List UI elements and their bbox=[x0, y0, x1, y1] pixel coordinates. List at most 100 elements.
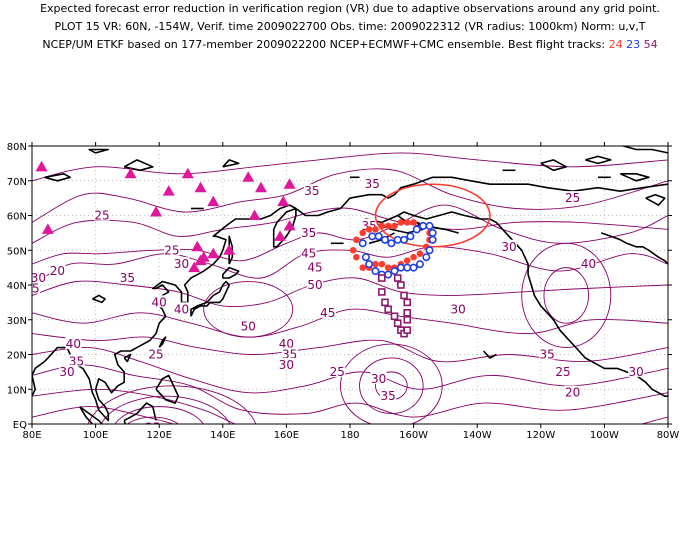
contour-label: 30 bbox=[501, 240, 516, 254]
contour-label-bg bbox=[278, 337, 295, 350]
contour-label-bg bbox=[319, 305, 336, 318]
observation-triangle bbox=[150, 206, 163, 217]
observation-triangle bbox=[223, 244, 236, 255]
observation-triangle bbox=[188, 261, 201, 273]
y-tick-label: 30N bbox=[7, 316, 27, 327]
marker-layer bbox=[35, 160, 437, 338]
track-23-point bbox=[428, 235, 437, 244]
contour-label-bg bbox=[119, 271, 136, 284]
observation-triangle bbox=[283, 178, 296, 189]
observation-triangle bbox=[242, 171, 255, 182]
contour-label: 50 bbox=[241, 320, 256, 334]
coastline bbox=[155, 374, 180, 404]
contour-label-bg bbox=[281, 347, 298, 360]
contour-label: 30 bbox=[629, 365, 644, 379]
track-54-point bbox=[377, 274, 386, 282]
coastline bbox=[645, 193, 666, 206]
track-54-point bbox=[393, 319, 402, 328]
track-label-3: 54 bbox=[643, 38, 658, 51]
contour-label-bg bbox=[300, 225, 317, 238]
track-24-point bbox=[349, 246, 357, 254]
contour-label: 35 bbox=[304, 184, 319, 198]
track-24-point bbox=[372, 260, 379, 268]
contour-label-bg bbox=[148, 347, 165, 360]
y-tick-label: 40N bbox=[7, 281, 27, 292]
contour-label: 45 bbox=[320, 306, 335, 320]
track-23-point bbox=[368, 232, 377, 241]
track-24-point bbox=[378, 222, 386, 230]
track-54-point bbox=[403, 298, 412, 307]
header-line-3-prefix: NCEP/UM ETKF based on 177-member 2009022… bbox=[42, 38, 606, 51]
contour-label: 20 bbox=[50, 264, 65, 278]
contour-label: 25 bbox=[94, 209, 109, 223]
coastline bbox=[123, 159, 154, 172]
contour-label: 35 bbox=[365, 177, 380, 191]
contour-loop bbox=[87, 385, 257, 424]
contour-label: 30 bbox=[31, 271, 46, 285]
contour-label-bg bbox=[564, 191, 581, 204]
contour-label: 40 bbox=[174, 302, 189, 316]
contour-label: 40 bbox=[581, 257, 596, 271]
track-24-point bbox=[359, 264, 367, 271]
track-23-point bbox=[371, 267, 380, 276]
track-24-point bbox=[410, 253, 417, 261]
track-54-point bbox=[403, 326, 412, 334]
coastline bbox=[88, 148, 110, 154]
track-23-point bbox=[422, 253, 431, 262]
contour-loop bbox=[100, 395, 231, 424]
contour-label-bg bbox=[628, 364, 645, 377]
track-24-point bbox=[391, 222, 398, 230]
contour-label: 20 bbox=[565, 386, 580, 400]
contour-label: 25 bbox=[148, 348, 163, 362]
track-54-point bbox=[397, 281, 405, 289]
verification-region-circle bbox=[374, 183, 491, 248]
track-24-point bbox=[397, 219, 405, 226]
y-tick-label: 80N bbox=[7, 142, 27, 153]
coastline bbox=[44, 173, 71, 182]
contour-label: 35 bbox=[301, 226, 316, 240]
observation-triangle bbox=[207, 247, 220, 259]
track-24-point bbox=[365, 226, 373, 233]
observation-triangle bbox=[207, 195, 220, 207]
contour-label-bg bbox=[431, 438, 447, 450]
verification-region-layer bbox=[374, 183, 491, 248]
observation-triangle bbox=[248, 209, 261, 220]
contour-loop bbox=[126, 416, 180, 424]
contour-loop bbox=[340, 343, 443, 424]
contour-label: 30 bbox=[279, 358, 294, 372]
observation-triangle bbox=[277, 195, 290, 207]
coastline bbox=[92, 294, 106, 304]
contour-label: 35 bbox=[540, 348, 555, 362]
x-tick-label: 120E bbox=[146, 430, 171, 441]
track-24-point bbox=[372, 226, 379, 233]
coastline bbox=[302, 452, 312, 459]
track-23-point bbox=[374, 232, 383, 241]
contour-line bbox=[32, 246, 668, 286]
coastline bbox=[222, 159, 240, 168]
x-tick-label: 140E bbox=[210, 430, 235, 441]
contour-label-bg bbox=[303, 184, 320, 197]
contour-line bbox=[32, 347, 668, 394]
contour-label: 35 bbox=[120, 271, 135, 285]
track-23-point bbox=[400, 235, 409, 244]
track-54-point bbox=[384, 305, 392, 314]
track-23-point bbox=[396, 263, 405, 272]
track-23-point bbox=[425, 221, 434, 230]
contour-label: 40 bbox=[152, 295, 167, 309]
track-23-point bbox=[380, 235, 389, 244]
track-24-point bbox=[416, 250, 424, 258]
y-tick-label: 70N bbox=[7, 177, 27, 188]
track-23-point bbox=[387, 239, 396, 248]
contour-label: 25 bbox=[555, 365, 570, 379]
contour-label-bg bbox=[370, 371, 387, 384]
coastline bbox=[483, 350, 497, 359]
observation-triangle bbox=[194, 181, 207, 193]
track-23-point bbox=[428, 228, 437, 237]
observation-triangle bbox=[274, 230, 287, 241]
contour-label-bg bbox=[364, 177, 381, 190]
contour-line bbox=[32, 152, 668, 182]
contour-label-bg bbox=[151, 295, 168, 308]
observation-triangle bbox=[181, 167, 194, 179]
coastline bbox=[619, 146, 668, 154]
